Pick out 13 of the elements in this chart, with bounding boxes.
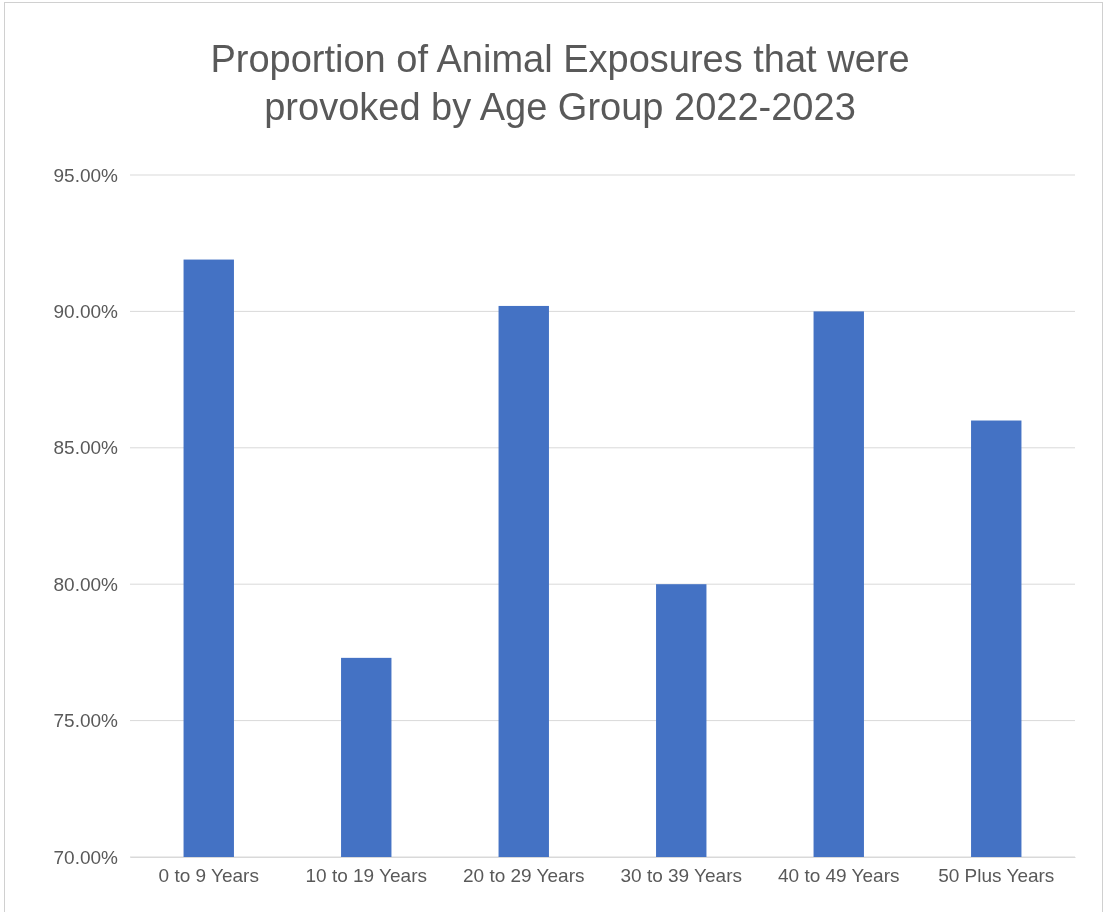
y-tick-label: 95.00% [53, 164, 119, 186]
x-tick-label: 50 Plus Years [938, 865, 1055, 887]
x-tick-label: 30 to 39 Years [620, 865, 742, 887]
x-tick-label: 40 to 49 Years [778, 865, 900, 887]
y-tick-label: 85.00% [53, 437, 119, 459]
chart-title: Proportion of Animal Exposures that were provoked by Age Group 2022-2023 [210, 38, 910, 128]
y-tick-label: 70.00% [53, 846, 119, 868]
y-tick-label: 75.00% [53, 710, 119, 732]
x-tick-label: 20 to 29 Years [463, 865, 585, 887]
y-tick-label: 80.00% [53, 573, 119, 595]
x-tick-label: 0 to 9 Years [158, 865, 259, 887]
x-tick-label: 10 to 19 Years [305, 865, 427, 887]
y-tick-label: 90.00% [53, 300, 119, 322]
